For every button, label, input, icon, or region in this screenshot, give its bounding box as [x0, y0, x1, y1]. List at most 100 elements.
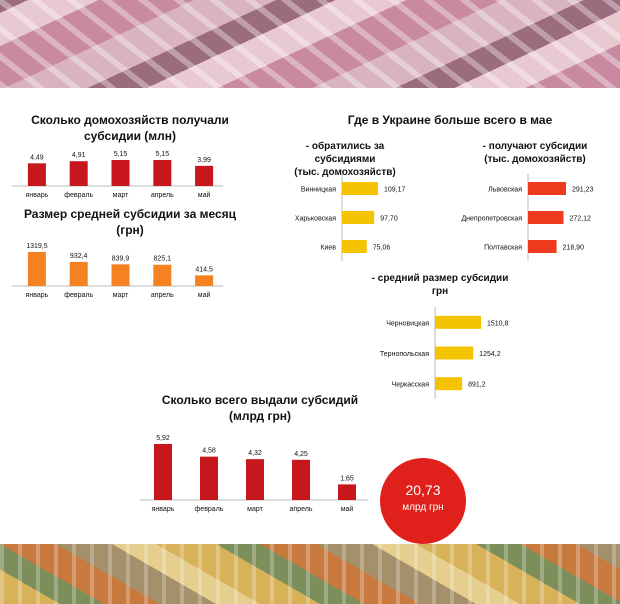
data-label: 932,4	[70, 253, 88, 260]
data-label: 4,32	[248, 450, 262, 457]
households-bar-chart: 4,49 январь 4,91 февраль 5,15 март 5,15 апрель 3…	[12, 151, 223, 199]
data-label: 4,49	[30, 154, 44, 161]
data-label: 4,58	[202, 448, 216, 455]
category-label: Харьковская	[295, 216, 336, 223]
category-label: апрель	[151, 192, 174, 199]
total-sum-value: 20,73	[405, 482, 441, 498]
bar	[435, 377, 463, 391]
bar	[435, 346, 474, 360]
avg-region-chart-title: - средний размер субсидии грн	[365, 272, 515, 298]
data-label: 1319,5	[26, 243, 48, 250]
data-label: 1510,8	[487, 320, 509, 327]
data-label: 5,15	[114, 151, 128, 158]
category-label: февраль	[64, 192, 93, 199]
bar	[528, 240, 557, 253]
category-label: март	[247, 506, 263, 513]
avg-region-title-line1: - средний размер субсидии	[371, 273, 509, 284]
bar	[435, 315, 481, 329]
bottom-banknote-banner	[0, 544, 620, 604]
total-bar-chart: 5,92 январь 4,58 февраль 4,32 март 4,25 апрель 1…	[140, 435, 368, 513]
avg-subsidy-title-line1: Размер средней субсидии за месяц	[23, 207, 237, 221]
households-title-line1: Сколько домохозяйств получали	[31, 113, 229, 127]
bar	[153, 160, 172, 186]
category-label: март	[113, 192, 129, 199]
bar	[27, 163, 46, 186]
data-label: 1,65	[340, 475, 354, 482]
category-label: январь	[152, 506, 175, 513]
receive-chart-title: - получают субсидии (тыс. домохозяйств)	[470, 140, 600, 166]
data-label: 3,99	[197, 157, 211, 164]
receive-title-line1: - получают субсидии	[482, 141, 588, 152]
bar	[200, 456, 218, 500]
category-label: январь	[26, 292, 49, 299]
category-label: май	[198, 191, 211, 199]
avg-subsidy-chart-title: Размер средней субсидии за месяц (грн)	[20, 206, 240, 238]
data-label: 291,23	[572, 187, 594, 194]
category-label: апрель	[290, 506, 313, 513]
bar	[338, 484, 356, 500]
total-title-line1: Сколько всего выдали субсидий	[161, 393, 359, 407]
top-banknote-banner	[0, 0, 620, 88]
bar	[153, 264, 172, 286]
bar	[342, 240, 367, 253]
avg-subsidy-bar-chart: 1319,5 январь 932,4 февраль 839,9 март 825,1 ап…	[12, 243, 223, 299]
data-label: 839,9	[112, 255, 130, 262]
bar	[528, 211, 564, 224]
households-chart-title: Сколько домохозяйств получали субсидии (…	[20, 112, 240, 144]
data-label: 109,17	[384, 187, 406, 194]
bar	[111, 264, 130, 286]
total-sum-circle: 20,73 млрд грн	[380, 458, 466, 544]
applied-title-line1: - обратились за субсидиями	[305, 141, 385, 165]
data-label: 272,12	[570, 216, 592, 223]
data-label: 5,92	[156, 435, 170, 442]
data-label: 1254,2	[479, 351, 501, 358]
data-label: 825,1	[154, 256, 172, 263]
avg-region-bar-chart: Черновицкая 1510,8 Тернопольская 1254,2 Черк…	[380, 307, 509, 399]
applied-region-bar-chart: Винницкая 109,17 Харьковская 97,70 Киев 75,06	[295, 174, 406, 261]
bar	[195, 275, 214, 286]
bar	[292, 459, 310, 500]
category-label: январь	[26, 192, 49, 199]
total-sum-unit: млрд грн	[402, 502, 444, 513]
applied-chart-title: - обратились за субсидиями (тыс. домохоз…	[275, 140, 415, 179]
avg-region-title-line2: грн	[431, 286, 449, 297]
data-label: 218,90	[563, 245, 585, 252]
bar	[246, 459, 264, 500]
category-label: май	[341, 505, 354, 513]
category-label: апрель	[151, 292, 174, 299]
category-label: Днепропетровская	[461, 216, 522, 223]
category-label: май	[198, 291, 211, 299]
category-label: февраль	[64, 292, 93, 299]
avg-subsidy-title-line2: (грн)	[116, 223, 144, 237]
bar	[111, 160, 130, 186]
bar	[195, 165, 214, 186]
bar	[342, 182, 378, 195]
receive-title-line2: (тыс. домохозяйств)	[484, 154, 586, 165]
category-label: Полтавская	[484, 245, 522, 252]
data-label: 414,5	[195, 266, 213, 273]
category-label: Винницкая	[301, 187, 336, 194]
data-label: 4,25	[294, 451, 308, 458]
total-title-line2: (млрд грн)	[228, 409, 292, 423]
bar	[154, 444, 172, 500]
regions-title: Где в Украине больше всего в мае	[347, 113, 553, 127]
households-title-line2: субсидии (млн)	[83, 129, 177, 143]
bar	[528, 182, 566, 195]
bar	[342, 211, 375, 224]
category-label: февраль	[195, 506, 224, 513]
category-label: Киев	[320, 245, 336, 252]
category-label: Львовская	[488, 187, 522, 194]
total-chart-title: Сколько всего выдали субсидий (млрд грн)	[160, 392, 360, 424]
category-label: Черновицкая	[386, 320, 429, 327]
category-label: Тернопольская	[380, 351, 429, 358]
bar	[69, 161, 88, 186]
bar	[69, 261, 88, 286]
applied-title-line2: (тыс. домохозяйств)	[294, 167, 396, 178]
category-label: Черкасская	[392, 382, 430, 389]
data-label: 97,70	[380, 216, 398, 223]
data-label: 4,91	[72, 152, 86, 159]
bar	[27, 252, 46, 286]
data-label: 5,15	[155, 151, 169, 158]
category-label: март	[113, 292, 129, 299]
data-label: 75,06	[373, 245, 391, 252]
